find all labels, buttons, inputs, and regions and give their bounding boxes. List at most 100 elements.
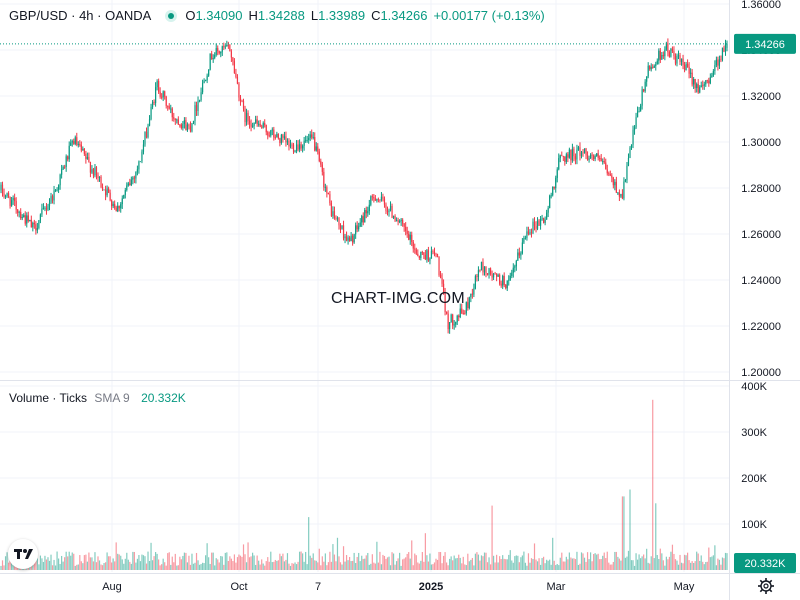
candle xyxy=(114,200,116,210)
volume-bar xyxy=(326,565,328,570)
candle xyxy=(91,165,93,174)
candle-body xyxy=(347,237,349,241)
candle xyxy=(353,233,355,244)
volume-bar xyxy=(530,558,533,570)
candle-body xyxy=(327,192,329,195)
candle xyxy=(29,219,31,222)
candle xyxy=(680,58,683,66)
candle-body xyxy=(603,160,605,163)
volume-bar xyxy=(154,552,157,570)
candle-body xyxy=(158,80,160,92)
candle-body xyxy=(712,71,714,76)
candle xyxy=(533,217,536,231)
candle-body xyxy=(682,58,684,65)
candle xyxy=(236,74,239,85)
candle xyxy=(544,216,546,226)
last-price-badge: 1.34266 xyxy=(734,33,796,54)
candle-body xyxy=(630,144,633,148)
candle xyxy=(720,55,722,63)
candle-body xyxy=(462,313,464,314)
candle-body xyxy=(377,199,379,200)
volume-bar xyxy=(402,559,404,570)
volume-bar xyxy=(4,556,7,570)
candle-body xyxy=(221,46,223,52)
volume-bar xyxy=(133,551,135,570)
candle-body xyxy=(617,192,619,194)
candle xyxy=(189,121,192,133)
candle xyxy=(36,222,38,234)
volume-bar xyxy=(9,557,11,570)
candle xyxy=(586,151,589,161)
volume-tick-label: 200K xyxy=(741,473,767,485)
candle xyxy=(618,189,620,202)
candle xyxy=(500,280,502,288)
candle xyxy=(480,261,483,271)
high-label: H xyxy=(248,8,258,23)
candle-body xyxy=(20,211,22,219)
candle-body xyxy=(57,185,60,190)
candle xyxy=(391,203,393,219)
candle-body xyxy=(552,186,554,196)
candle xyxy=(336,216,339,222)
candle-body xyxy=(509,275,511,280)
candle xyxy=(650,63,652,72)
volume-bar xyxy=(529,562,531,570)
volume-bar xyxy=(336,537,339,570)
volume-bar xyxy=(726,553,728,570)
candle-body xyxy=(424,254,426,260)
candle xyxy=(550,192,552,199)
candle-body xyxy=(201,83,204,93)
candle xyxy=(405,222,407,236)
candle-body xyxy=(459,308,461,318)
candle-body xyxy=(383,198,386,205)
candle xyxy=(596,153,598,157)
candle-body xyxy=(83,148,85,154)
volume-bar xyxy=(399,552,401,570)
candle-body xyxy=(73,141,75,144)
volume-bar xyxy=(92,561,95,570)
candle xyxy=(168,103,170,110)
candle xyxy=(612,176,614,189)
candle xyxy=(103,189,105,191)
candle xyxy=(400,218,402,226)
volume-bar xyxy=(618,558,620,570)
volume-bar xyxy=(215,558,217,570)
candle-body xyxy=(662,55,664,57)
volume-bar xyxy=(226,552,228,570)
volume-bar xyxy=(489,564,492,570)
candle-body xyxy=(426,250,428,260)
gear-icon[interactable] xyxy=(757,577,775,595)
candle-body xyxy=(671,48,674,51)
candle xyxy=(355,222,357,239)
candle-body xyxy=(494,273,496,275)
candle-body xyxy=(117,205,119,212)
candle xyxy=(1,181,4,197)
candle xyxy=(423,252,425,260)
candle xyxy=(203,78,205,84)
tradingview-logo-icon[interactable] xyxy=(8,539,38,569)
candle-body xyxy=(3,193,5,197)
candle-body xyxy=(355,225,357,235)
candle-body xyxy=(511,272,513,276)
candle-body xyxy=(470,293,472,298)
volume-bar xyxy=(324,553,326,570)
candle-body xyxy=(453,324,455,326)
candle xyxy=(247,110,249,125)
symbol-title[interactable]: GBP/USD · 4h · OANDA xyxy=(9,8,152,23)
candle-body xyxy=(79,144,81,145)
candle xyxy=(723,45,725,53)
volume-bar xyxy=(97,556,99,570)
volume-bar xyxy=(389,565,392,570)
candle xyxy=(235,68,237,79)
watermark-text: CHART-IMG.COM xyxy=(331,290,465,307)
candle xyxy=(259,119,261,128)
candle xyxy=(33,219,35,229)
volume-bar xyxy=(452,560,454,570)
candle-body xyxy=(47,205,49,210)
volume-bar xyxy=(147,551,149,570)
candle-body xyxy=(126,185,128,191)
volume-title[interactable]: Volume · Ticks xyxy=(9,391,88,405)
volume-bar xyxy=(512,562,514,570)
candle xyxy=(667,38,669,57)
